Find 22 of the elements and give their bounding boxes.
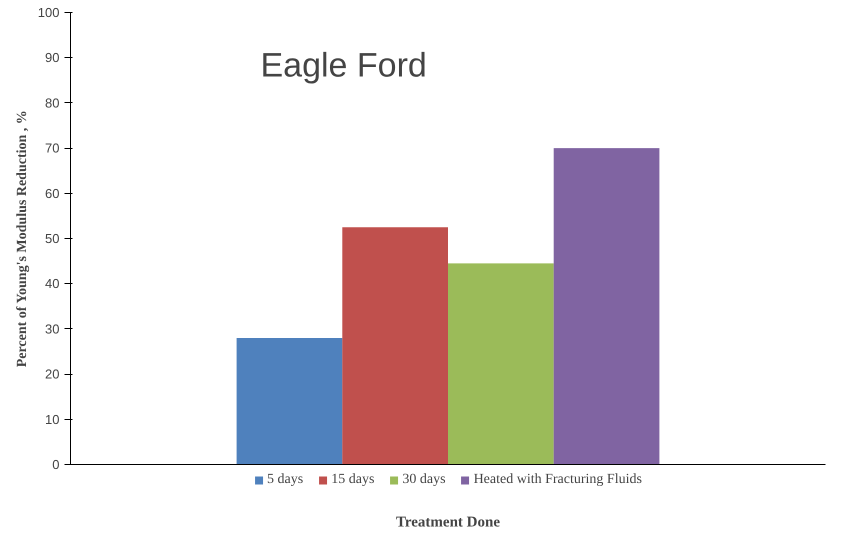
y-tick-label: 20 <box>45 366 60 382</box>
legend-label: 30 days <box>402 472 446 488</box>
y-tick-label: 50 <box>45 231 60 246</box>
y-tick-label: 10 <box>45 412 60 427</box>
y-tick-label: 30 <box>45 321 60 336</box>
bar <box>448 263 554 464</box>
legend-label: Heated with Fracturing Fluids <box>474 472 642 488</box>
y-axis-title: Percent of Young's Modulus Reduction , % <box>14 110 30 368</box>
y-tick-label: 90 <box>45 50 60 66</box>
y-tick-label: 40 <box>45 276 60 292</box>
legend-label: 5 days <box>267 472 304 488</box>
y-tick-label: 60 <box>45 186 60 201</box>
y-tick-label: 0 <box>52 457 60 472</box>
bar <box>554 148 660 464</box>
bar <box>236 338 342 464</box>
y-tick-label: 100 <box>38 5 60 20</box>
legend-label: 15 days <box>331 472 374 488</box>
y-tick-label: 80 <box>45 95 60 110</box>
text: Eagle Ford <box>260 46 427 84</box>
x-axis-title: Treatment Done <box>396 514 500 530</box>
y-tick-label: 70 <box>45 140 60 156</box>
bar <box>342 227 448 464</box>
